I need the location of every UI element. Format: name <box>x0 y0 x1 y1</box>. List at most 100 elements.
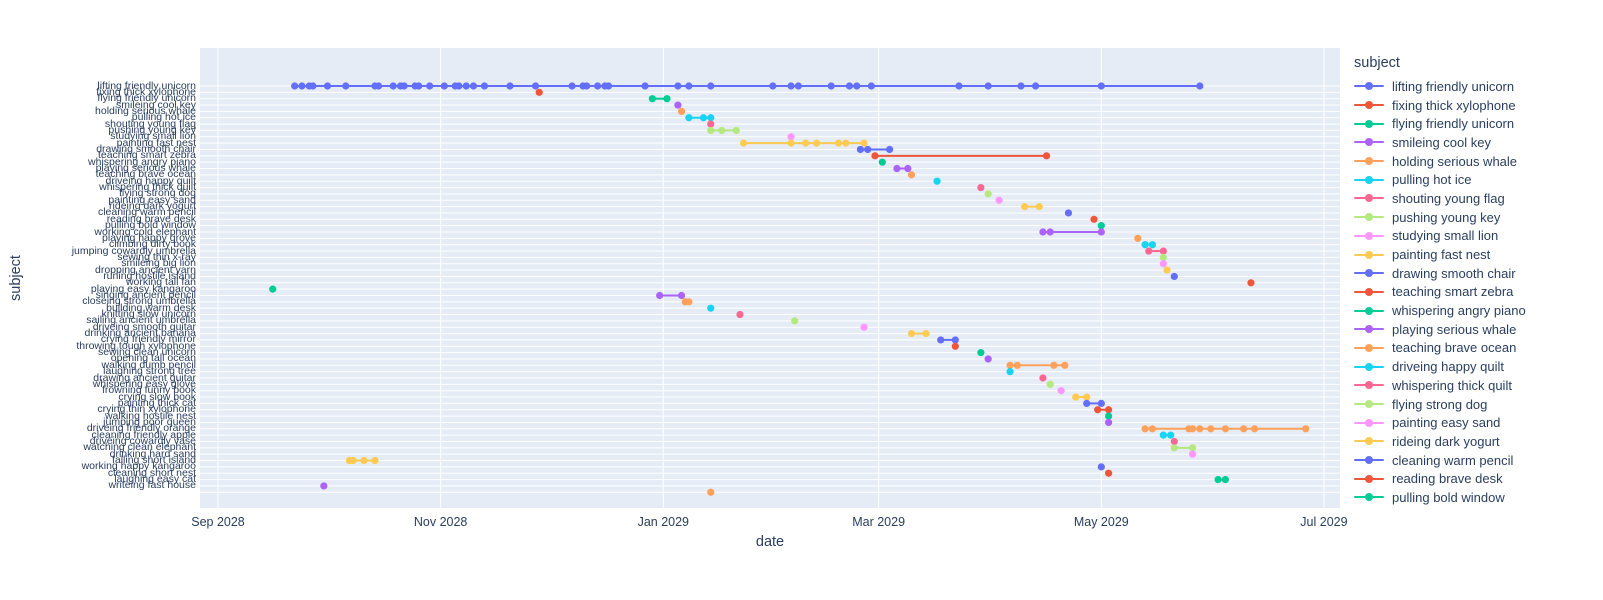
data-point[interactable] <box>455 82 463 90</box>
data-point[interactable] <box>977 349 985 357</box>
data-point[interactable] <box>853 82 861 90</box>
legend-item-reading-brave-desk[interactable]: reading brave desk <box>1354 469 1594 488</box>
series-working-tall-fan[interactable] <box>1247 279 1255 287</box>
data-point[interactable] <box>856 145 865 154</box>
legend-item-cleaning-warm-pencil[interactable]: cleaning warm pencil <box>1354 451 1594 470</box>
series-working-happy-kangaroo[interactable] <box>1097 463 1105 471</box>
series-jumping-cowardly-umbrella[interactable] <box>1145 247 1167 255</box>
plot-svg[interactable] <box>200 48 1340 508</box>
data-point[interactable] <box>787 133 795 141</box>
data-point[interactable] <box>1302 425 1310 433</box>
data-point[interactable] <box>1196 425 1204 433</box>
data-point[interactable] <box>1097 463 1105 471</box>
series-driveing-cowardly-vase[interactable] <box>1170 437 1178 446</box>
legend-item-lifting-friendly-unicorn[interactable]: lifting friendly unicorn <box>1354 77 1594 96</box>
data-point[interactable] <box>860 139 868 147</box>
legend-item-whispering-thick-quilt[interactable]: whispering thick quilt <box>1354 376 1594 395</box>
series-playing-easy-kangaroo[interactable] <box>269 285 277 293</box>
data-point[interactable] <box>677 107 686 115</box>
data-point[interactable] <box>707 126 715 135</box>
data-point[interactable] <box>1167 431 1175 439</box>
data-point[interactable] <box>1072 393 1080 401</box>
data-point[interactable] <box>845 82 854 90</box>
series-whispering-thick-quilt[interactable] <box>977 183 985 192</box>
data-point[interactable] <box>707 114 715 122</box>
legend-item-pulling-hot-ice[interactable]: pulling hot ice <box>1354 170 1594 189</box>
data-point[interactable] <box>1240 425 1248 433</box>
series-cleaning-short-nest[interactable] <box>1105 469 1113 477</box>
data-point[interactable] <box>1083 393 1091 401</box>
series-flying-friendly-unicorn[interactable] <box>648 95 671 103</box>
legend-item-pushing-young-key[interactable]: pushing young key <box>1354 208 1594 227</box>
data-point[interactable] <box>718 126 726 135</box>
series-painting-easy-sand[interactable] <box>995 196 1003 204</box>
legend-item-teaching-smart-zebra[interactable]: teaching smart zebra <box>1354 283 1594 302</box>
series-building-warm-desk[interactable] <box>707 304 715 312</box>
series-teaching-smart-zebra[interactable] <box>871 152 1051 160</box>
series-sailing-ancient-umbrella[interactable] <box>791 317 799 325</box>
data-point[interactable] <box>674 82 682 90</box>
series-sewing-clean-unicorn[interactable] <box>977 349 985 357</box>
data-point[interactable] <box>907 171 916 179</box>
data-point[interactable] <box>1035 203 1043 211</box>
data-point[interactable] <box>291 82 299 90</box>
data-point[interactable] <box>1042 152 1051 160</box>
series-working-cold-elephant[interactable] <box>1039 228 1105 236</box>
series-driveing-friendly-orange[interactable] <box>1141 425 1310 433</box>
legend-item-shouting-young-flag[interactable]: shouting young flag <box>1354 189 1594 208</box>
data-point[interactable] <box>984 82 992 90</box>
series-drinking-ancient-banana[interactable] <box>907 329 930 338</box>
data-point[interactable] <box>1170 444 1178 452</box>
data-point[interactable] <box>736 310 744 319</box>
data-point[interactable] <box>834 139 843 147</box>
data-point[interactable] <box>984 355 992 363</box>
data-point[interactable] <box>1083 399 1091 407</box>
data-point[interactable] <box>531 82 540 90</box>
data-point[interactable] <box>732 126 740 135</box>
data-point[interactable] <box>1046 228 1054 236</box>
data-point[interactable] <box>1148 425 1156 433</box>
data-point[interactable] <box>1039 228 1047 236</box>
data-point[interactable] <box>1221 475 1229 484</box>
data-point[interactable] <box>604 82 613 90</box>
data-point[interactable] <box>400 82 408 90</box>
data-point[interactable] <box>480 82 489 90</box>
series-crying-friendly-mirror[interactable] <box>937 336 959 344</box>
legend-item-fixing-thick-xylophone[interactable]: fixing thick xylophone <box>1354 96 1594 115</box>
series-throwing-tough-xylophone[interactable] <box>951 342 959 350</box>
data-point[interactable] <box>937 336 945 344</box>
data-point[interactable] <box>791 317 799 325</box>
data-point[interactable] <box>389 82 397 90</box>
data-point[interactable] <box>893 164 901 173</box>
series-cleaning-warm-pencil[interactable] <box>1064 209 1073 217</box>
data-point[interactable] <box>1105 412 1113 420</box>
series-painting-thick-cat[interactable] <box>1083 399 1105 407</box>
data-point[interactable] <box>995 196 1003 204</box>
series-drawing-smooth-chair[interactable] <box>856 145 894 154</box>
series-holding-serious-whale[interactable] <box>677 107 686 115</box>
data-point[interactable] <box>1221 425 1229 433</box>
series-teaching-brave-ocean[interactable] <box>907 171 916 179</box>
series-jumping-poor-queen[interactable] <box>1105 418 1113 427</box>
data-point[interactable] <box>1090 215 1098 223</box>
series-dropping-ancient-yarn[interactable] <box>1163 266 1171 274</box>
series-cleaning-friendly-apple[interactable] <box>1159 431 1175 439</box>
data-point[interactable] <box>951 336 959 344</box>
series-painting-fast-nest[interactable] <box>740 139 868 147</box>
series-crying-thin-xylophone[interactable] <box>1094 406 1113 414</box>
series-reading-brave-desk[interactable] <box>1090 215 1098 223</box>
series-climbing-dirty-book[interactable] <box>1141 241 1157 249</box>
data-point[interactable] <box>568 82 576 90</box>
legend-item-studying-small-lion[interactable]: studying small lion <box>1354 227 1594 246</box>
legend-item-drawing-smooth-chair[interactable]: drawing smooth chair <box>1354 264 1594 283</box>
data-point[interactable] <box>1032 82 1040 90</box>
data-point[interactable] <box>1188 444 1197 452</box>
series-playing-serious-whale[interactable] <box>893 164 912 173</box>
data-point[interactable] <box>1057 387 1065 395</box>
series-runing-hostile-island[interactable] <box>1170 272 1178 281</box>
data-point[interactable] <box>1163 266 1171 274</box>
data-point[interactable] <box>860 323 868 331</box>
data-point[interactable] <box>1141 241 1149 249</box>
series-fixing-thick-xylophone[interactable] <box>535 88 543 96</box>
series-flying-strong-dog[interactable] <box>984 190 992 198</box>
